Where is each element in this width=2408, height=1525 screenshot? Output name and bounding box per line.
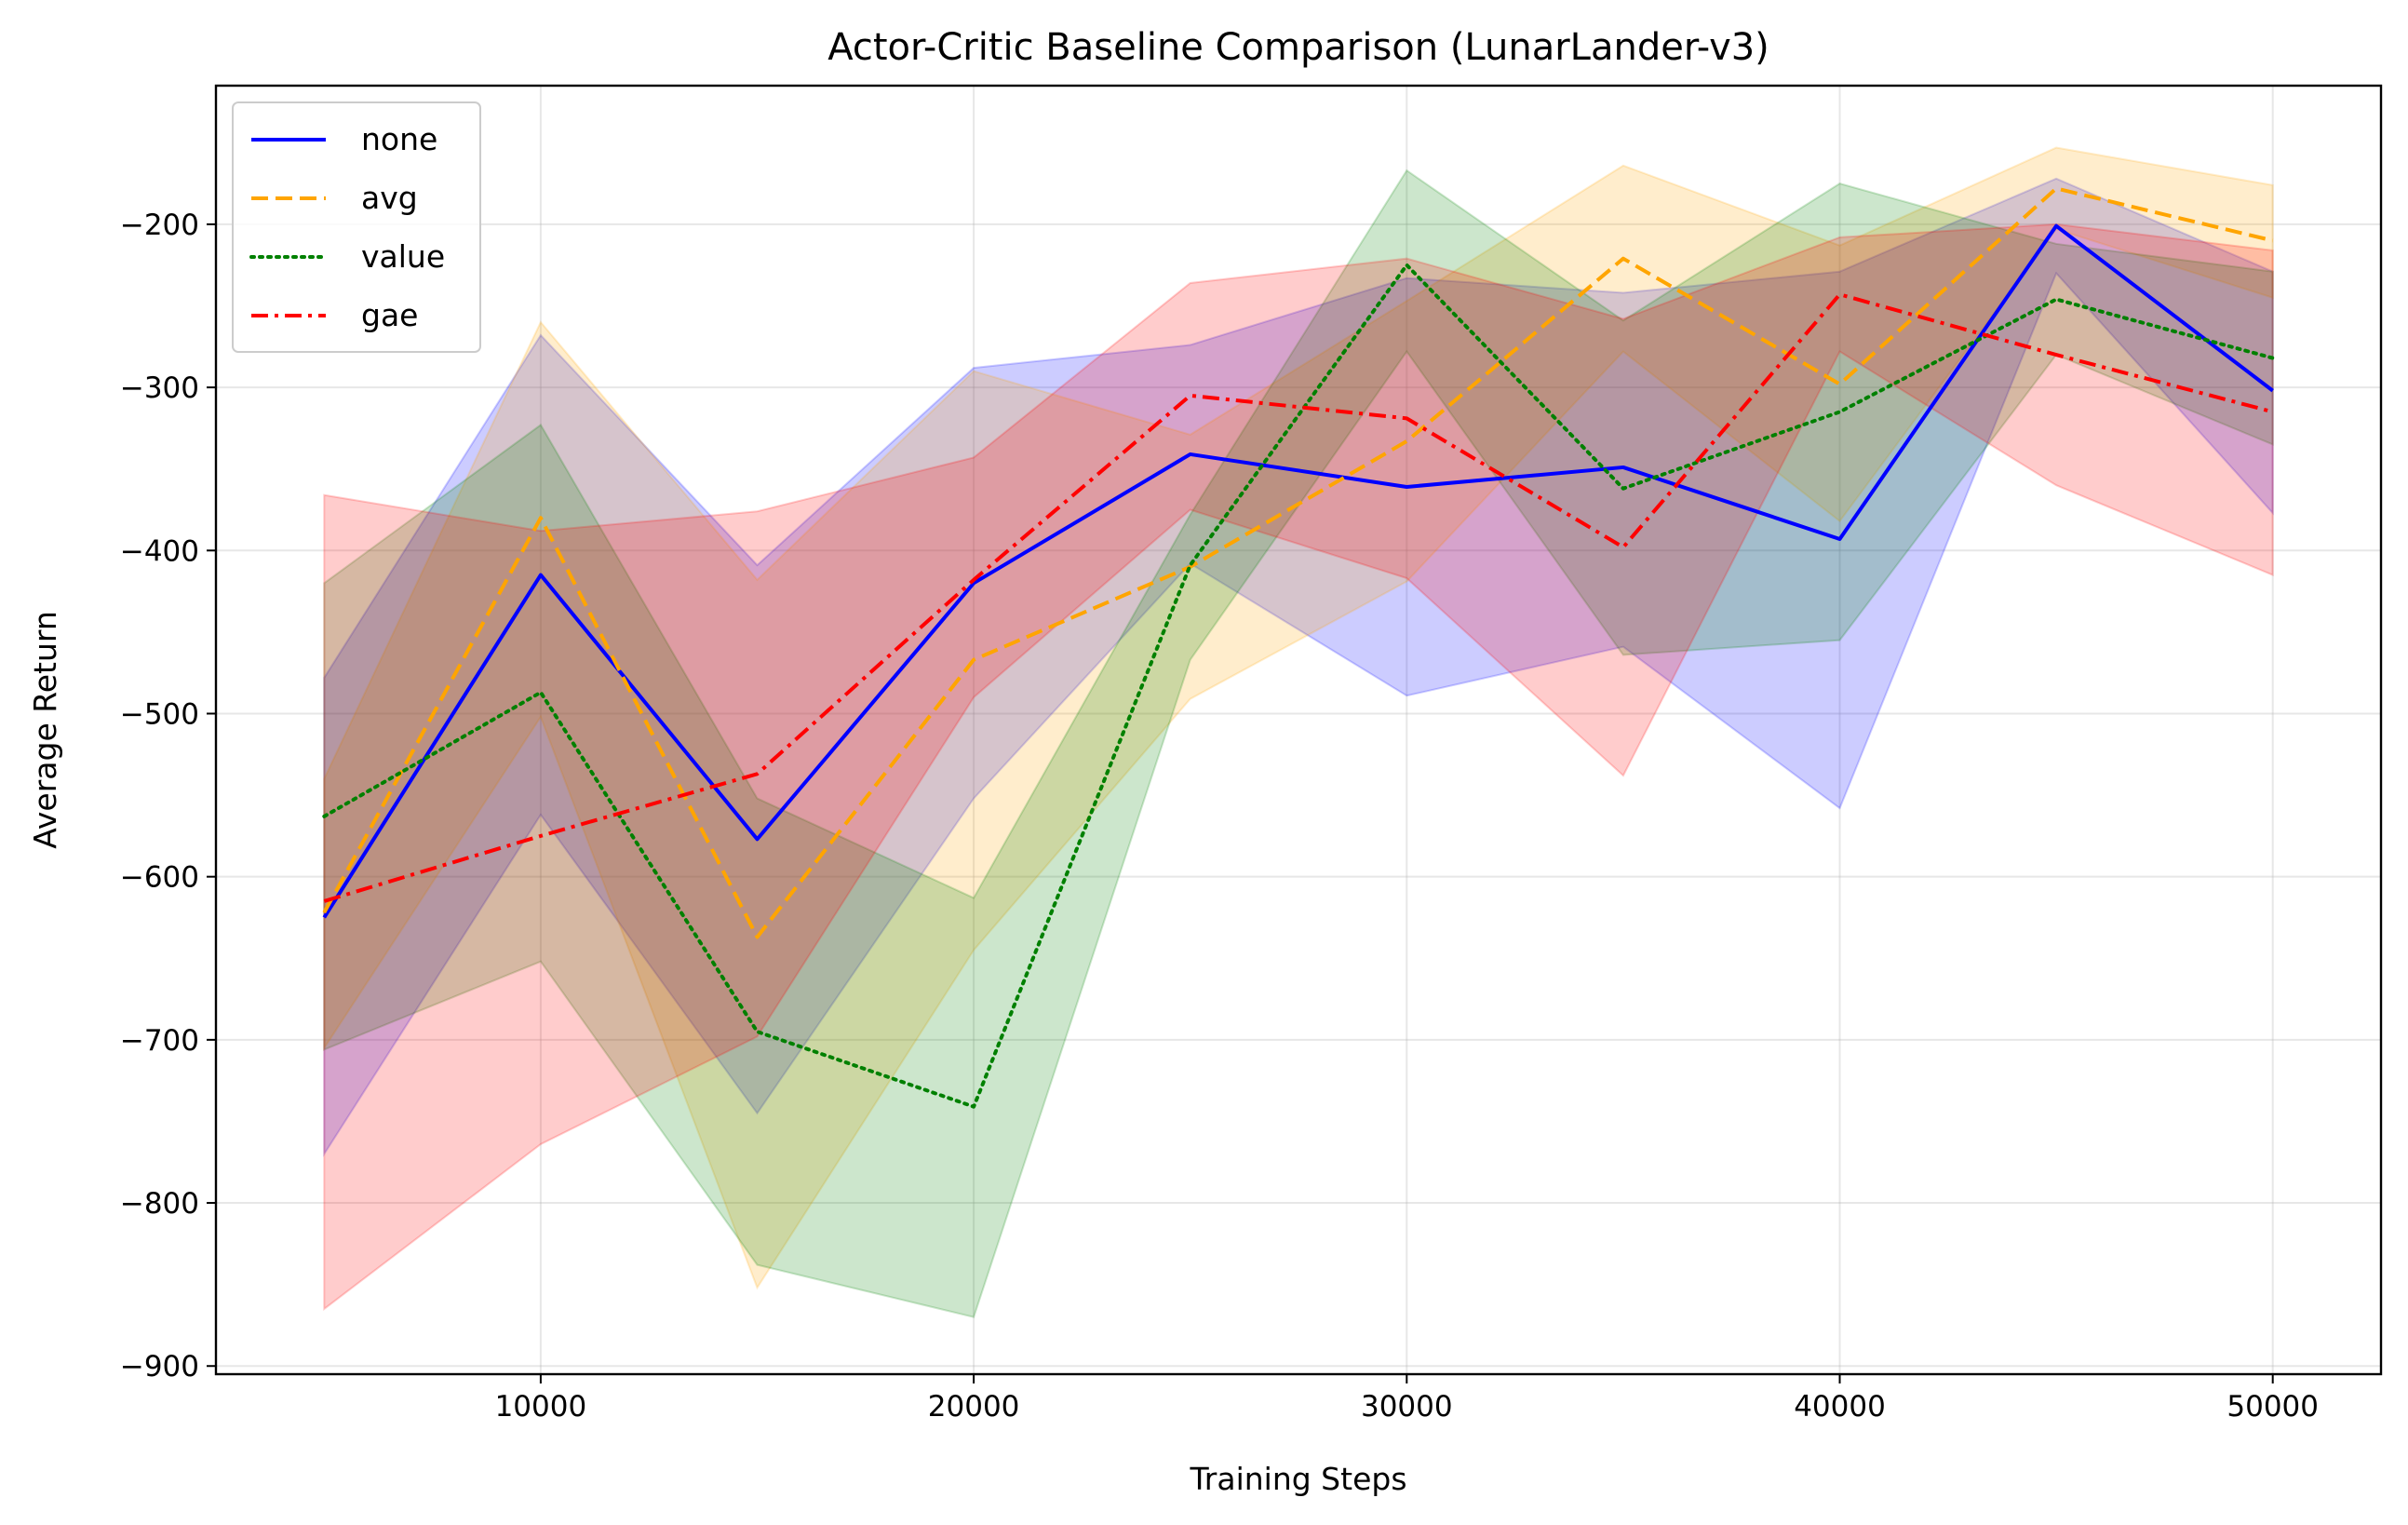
legend: none avg value gae	[232, 101, 481, 353]
y-tick-label: −900	[120, 1350, 199, 1383]
plot-frame	[214, 84, 2383, 1376]
series-line-value	[322, 263, 2275, 1109]
chart-title: Actor-Critic Baseline Comparison (LunarL…	[827, 26, 1769, 69]
confidence-bands	[323, 146, 2274, 1318]
x-tick-label: 40000	[1794, 1390, 1886, 1424]
band-none	[323, 177, 2274, 1157]
x-tick-label: 10000	[495, 1390, 587, 1424]
x-axis-label: Training Steps	[1189, 1461, 1406, 1497]
y-tick-label: −700	[120, 1024, 199, 1058]
grid	[216, 86, 2381, 1374]
y-tick-label: −800	[120, 1187, 199, 1221]
x-tick-label: 30000	[1361, 1390, 1453, 1424]
legend-label-value: value	[361, 238, 445, 275]
x-tick-label: 50000	[2226, 1390, 2319, 1424]
legend-label-none: none	[361, 121, 437, 157]
band-gae	[323, 223, 2274, 1311]
band-avg	[323, 146, 2274, 1290]
legend-box	[232, 101, 481, 353]
y-tick-label: −500	[120, 697, 199, 731]
legend-label-avg: avg	[361, 180, 418, 216]
x-tick-label: 20000	[928, 1390, 1020, 1424]
axis-ticks: 10000 20000 30000 40000 50000 −900 −800 −700 −60…	[120, 209, 2319, 1424]
y-tick-label: −200	[120, 209, 199, 242]
band-value	[323, 169, 2274, 1318]
series-line-none	[322, 223, 2274, 919]
series-line-avg	[322, 186, 2274, 939]
series-lines	[322, 186, 2275, 1109]
legend-label-gae: gae	[361, 297, 418, 333]
y-tick-label: −400	[120, 534, 199, 568]
y-tick-label: −600	[120, 861, 199, 895]
series-line-gae	[323, 292, 2274, 903]
y-axis-label: Average Return	[27, 611, 63, 849]
y-tick-label: −300	[120, 371, 199, 405]
